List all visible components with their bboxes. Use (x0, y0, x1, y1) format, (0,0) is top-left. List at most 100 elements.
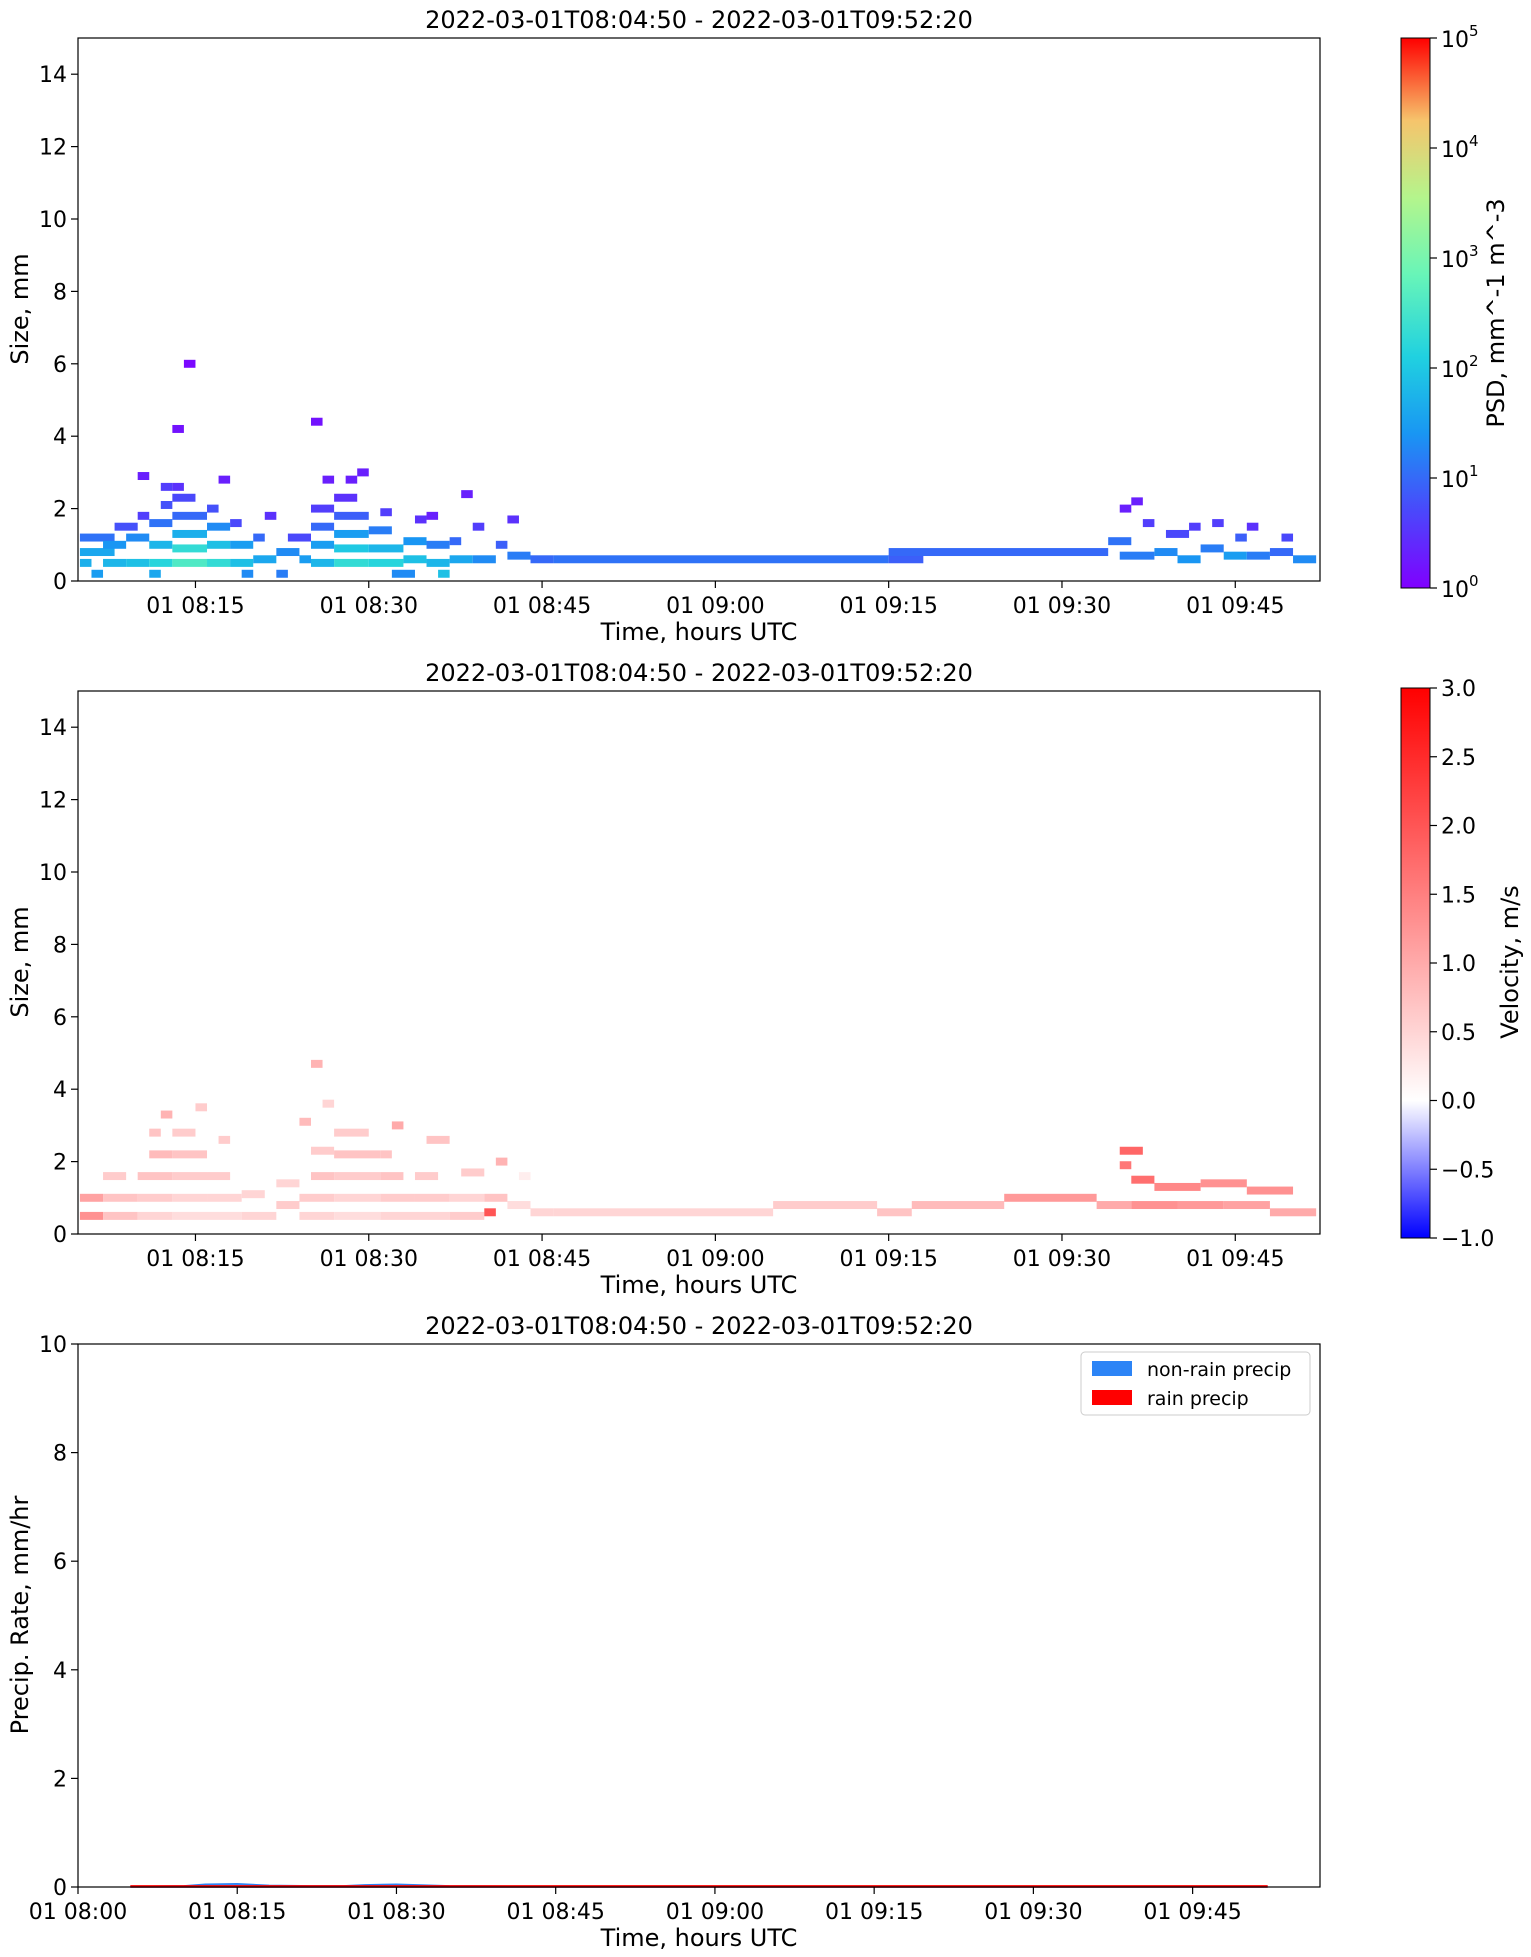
heat-cell (299, 1117, 311, 1126)
heat-cell (426, 540, 450, 549)
x-tick-label: 01 08:15 (188, 1900, 286, 1925)
heat-cell (1293, 555, 1317, 564)
heat-cell (461, 490, 473, 499)
heat-cell (264, 511, 277, 520)
velocity-y-ticks: 0 2 4 6 8 10 12 14 (39, 716, 78, 1248)
psd-panel: 2022-03-01T08:04:50 - 2022-03-01T09:52:2… (6, 6, 1510, 646)
heat-cell (334, 493, 358, 502)
heat-cell (172, 529, 208, 538)
heat-cell (888, 555, 924, 564)
heat-cell (172, 482, 184, 491)
heat-cell (103, 1172, 127, 1181)
x-tick-label: 01 08:30 (320, 594, 418, 619)
heat-cell (172, 493, 196, 502)
heat-cell (218, 475, 231, 484)
x-tick-label: 01 08:00 (29, 1900, 127, 1925)
heat-cell (103, 1211, 138, 1220)
y-tick-label: 2 (53, 1151, 67, 1176)
x-tick-label: 01 08:45 (506, 1900, 604, 1925)
heat-cell (426, 1135, 450, 1144)
velocity-title: 2022-03-01T08:04:50 - 2022-03-01T09:52:2… (425, 659, 973, 687)
x-tick-label: 01 09:45 (1186, 594, 1284, 619)
heat-cell (207, 504, 219, 513)
velocity-y-axis-label: Size, mm (6, 906, 34, 1017)
psd-plot-frame (77, 37, 1321, 582)
colorbar-tick-label: 103 (1441, 242, 1479, 273)
colorbar-tick-label: 2.0 (1441, 815, 1476, 840)
x-tick-label: 01 09:30 (984, 1900, 1082, 1925)
heat-cell (1119, 551, 1155, 560)
heat-cell (172, 1172, 208, 1181)
heat-cell (1189, 522, 1201, 531)
heat-cell (253, 555, 277, 564)
colorbar-tick-label: 105 (1441, 22, 1479, 53)
x-tick-label: 01 08:30 (347, 1900, 445, 1925)
heat-cell (507, 515, 519, 524)
heat-cell (137, 1172, 173, 1181)
heat-cell (79, 548, 115, 557)
y-tick-label: 4 (53, 1659, 67, 1684)
x-tick-label: 01 09:30 (1013, 1247, 1111, 1272)
precip-title: 2022-03-01T08:04:50 - 2022-03-01T09:52:2… (425, 1312, 973, 1340)
x-tick-label: 01 09:45 (1143, 1900, 1241, 1925)
heat-cell (553, 1208, 774, 1217)
heat-cell (207, 1172, 231, 1181)
heat-cell (507, 1201, 531, 1210)
colorbar-tick-label: 101 (1441, 462, 1479, 493)
colorbar-tick-label: 2.5 (1441, 746, 1476, 771)
x-tick-label: 01 08:45 (493, 1247, 591, 1272)
heat-cell (172, 424, 184, 433)
x-tick-label: 01 09:15 (839, 594, 937, 619)
heat-cell (253, 533, 265, 542)
heat-cell (391, 569, 415, 578)
heat-cell (287, 533, 311, 542)
heat-cell (230, 540, 254, 549)
heat-cell (403, 555, 427, 564)
colorbar-tick-label: −1.0 (1441, 1227, 1494, 1252)
heat-cell (160, 482, 173, 491)
heat-cell (172, 1193, 208, 1202)
heat-cell (79, 1211, 104, 1220)
heat-cell (1119, 504, 1132, 513)
heat-cell (91, 569, 104, 578)
heat-cell (414, 515, 427, 524)
heat-cell (207, 540, 231, 549)
velocity-colorbar (1400, 687, 1431, 1239)
velocity-x-ticks: 01 08:15 01 08:30 01 08:45 01 09:00 01 09:15… (146, 1234, 1284, 1272)
heat-cell (137, 472, 150, 481)
y-tick-label: 0 (53, 1876, 67, 1901)
heat-cell (334, 529, 369, 538)
heat-cell (495, 1157, 508, 1166)
heat-cell (103, 1193, 138, 1202)
x-tick-label: 01 08:15 (146, 594, 244, 619)
heat-cell (334, 1172, 381, 1181)
heat-cell (207, 522, 231, 531)
heat-cell (380, 508, 392, 517)
heat-cell (230, 558, 254, 567)
velocity-colorbar-ticks: 3.0 2.5 2.0 1.5 1.0 0.5 0.0 −0.5 −1.0 (1430, 677, 1494, 1252)
heat-cell (149, 540, 173, 549)
heat-cell (172, 1211, 208, 1220)
precip-panel: 2022-03-01T08:04:50 - 2022-03-01T09:52:2… (6, 1312, 1321, 1952)
colorbar-tick-label: −0.5 (1441, 1158, 1494, 1183)
heat-cell (79, 1193, 104, 1202)
psd-y-ticks: 0 2 4 6 8 10 12 14 (39, 63, 78, 595)
heat-cell (1281, 533, 1294, 542)
heat-cell (310, 417, 323, 426)
psd-colorbar-label: PSD, mm^-1 m^-3 (1482, 198, 1510, 427)
heat-cell (888, 548, 1109, 557)
heat-cell (380, 1193, 415, 1202)
y-tick-label: 6 (53, 1550, 67, 1575)
heat-cell (149, 1150, 173, 1159)
heat-cell (241, 569, 254, 578)
heat-cell (172, 544, 208, 553)
velocity-plot-frame (77, 690, 1321, 1235)
x-tick-label: 01 09:15 (839, 1247, 937, 1272)
y-tick-label: 4 (53, 425, 67, 450)
colorbar-tick-label: 100 (1441, 572, 1479, 603)
psd-colorbar-ticks: 100 101 102 103 104 105 (1430, 22, 1479, 603)
heat-cell (160, 500, 173, 509)
x-tick-label: 01 09:30 (1013, 594, 1111, 619)
heat-cell (368, 544, 404, 553)
heat-cell (172, 558, 208, 567)
